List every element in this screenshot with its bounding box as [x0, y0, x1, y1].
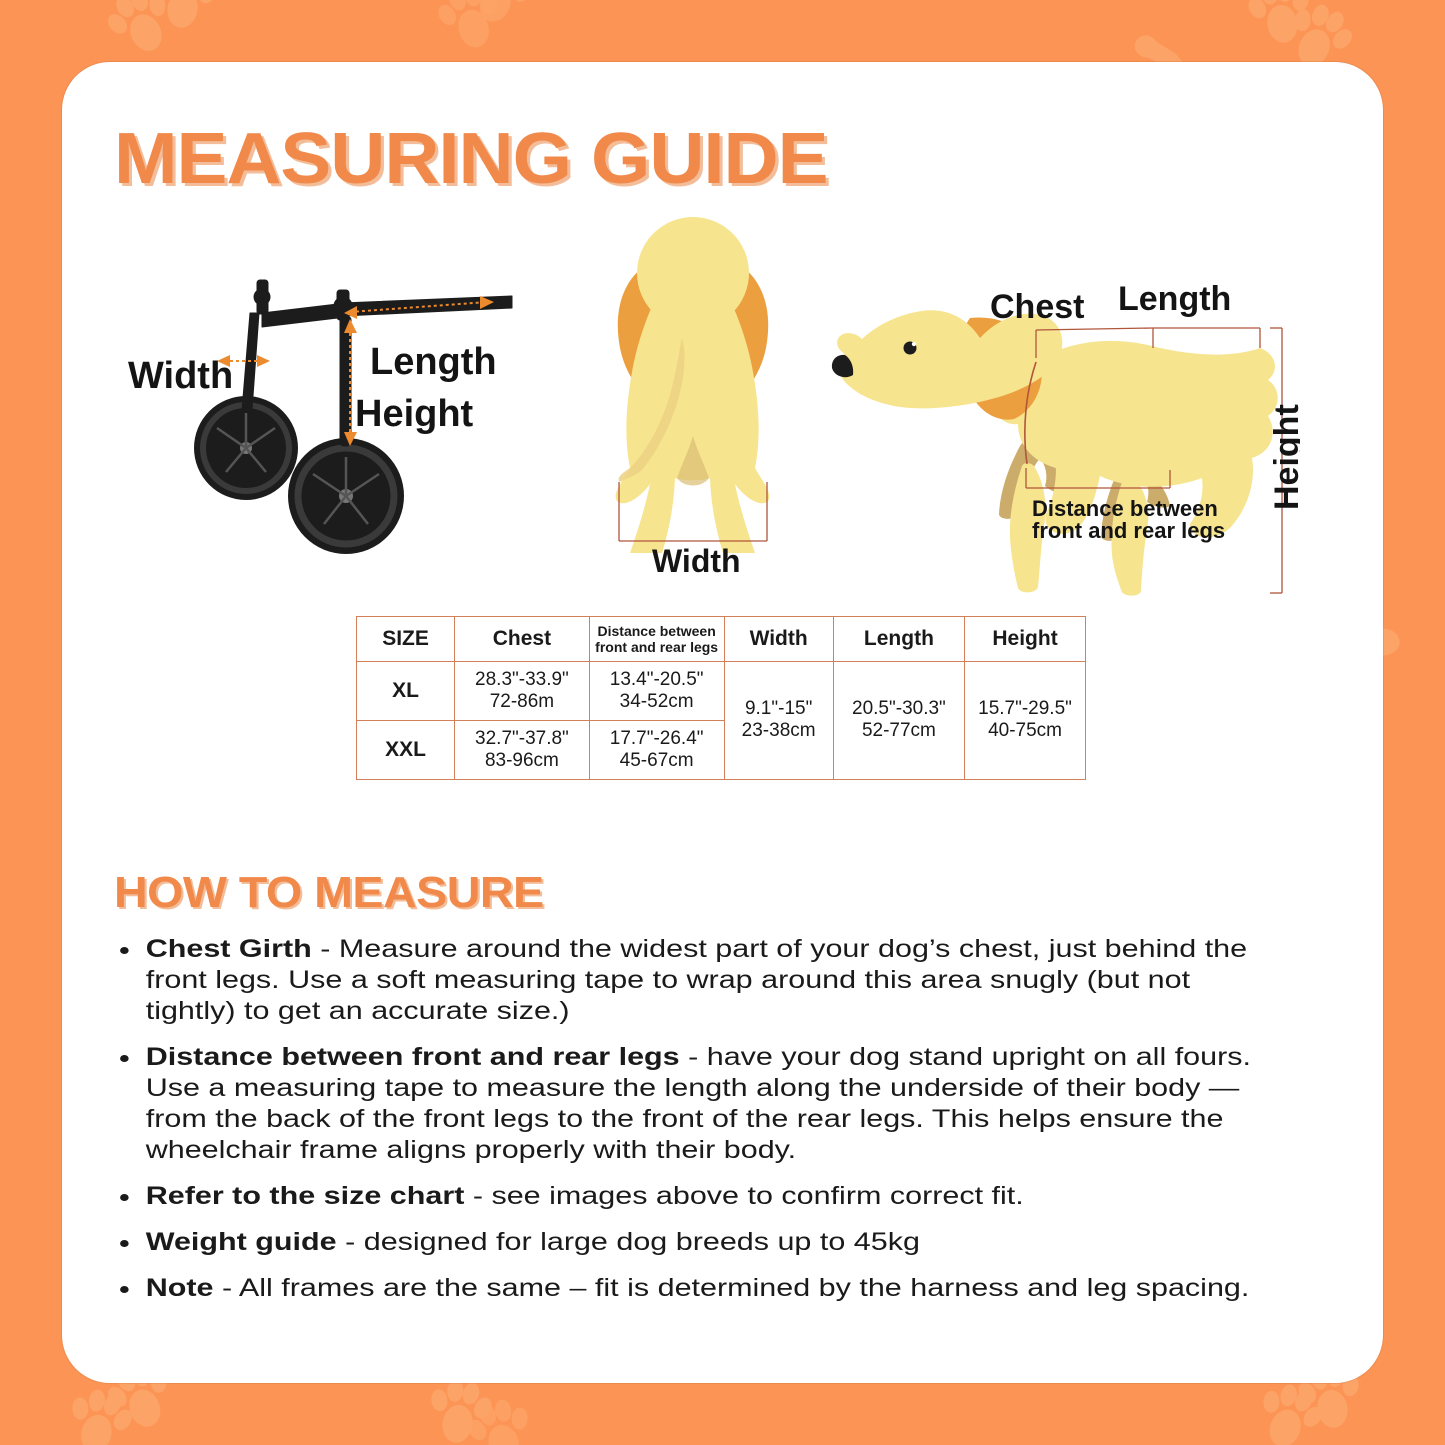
svg-text:Length: Length — [1118, 280, 1231, 318]
svg-text:Height: Height — [1268, 404, 1300, 510]
svg-text:Width: Width — [652, 543, 741, 579]
svg-text:Chest: Chest — [990, 288, 1084, 326]
svg-text:front and rear legs: front and rear legs — [1032, 518, 1225, 543]
